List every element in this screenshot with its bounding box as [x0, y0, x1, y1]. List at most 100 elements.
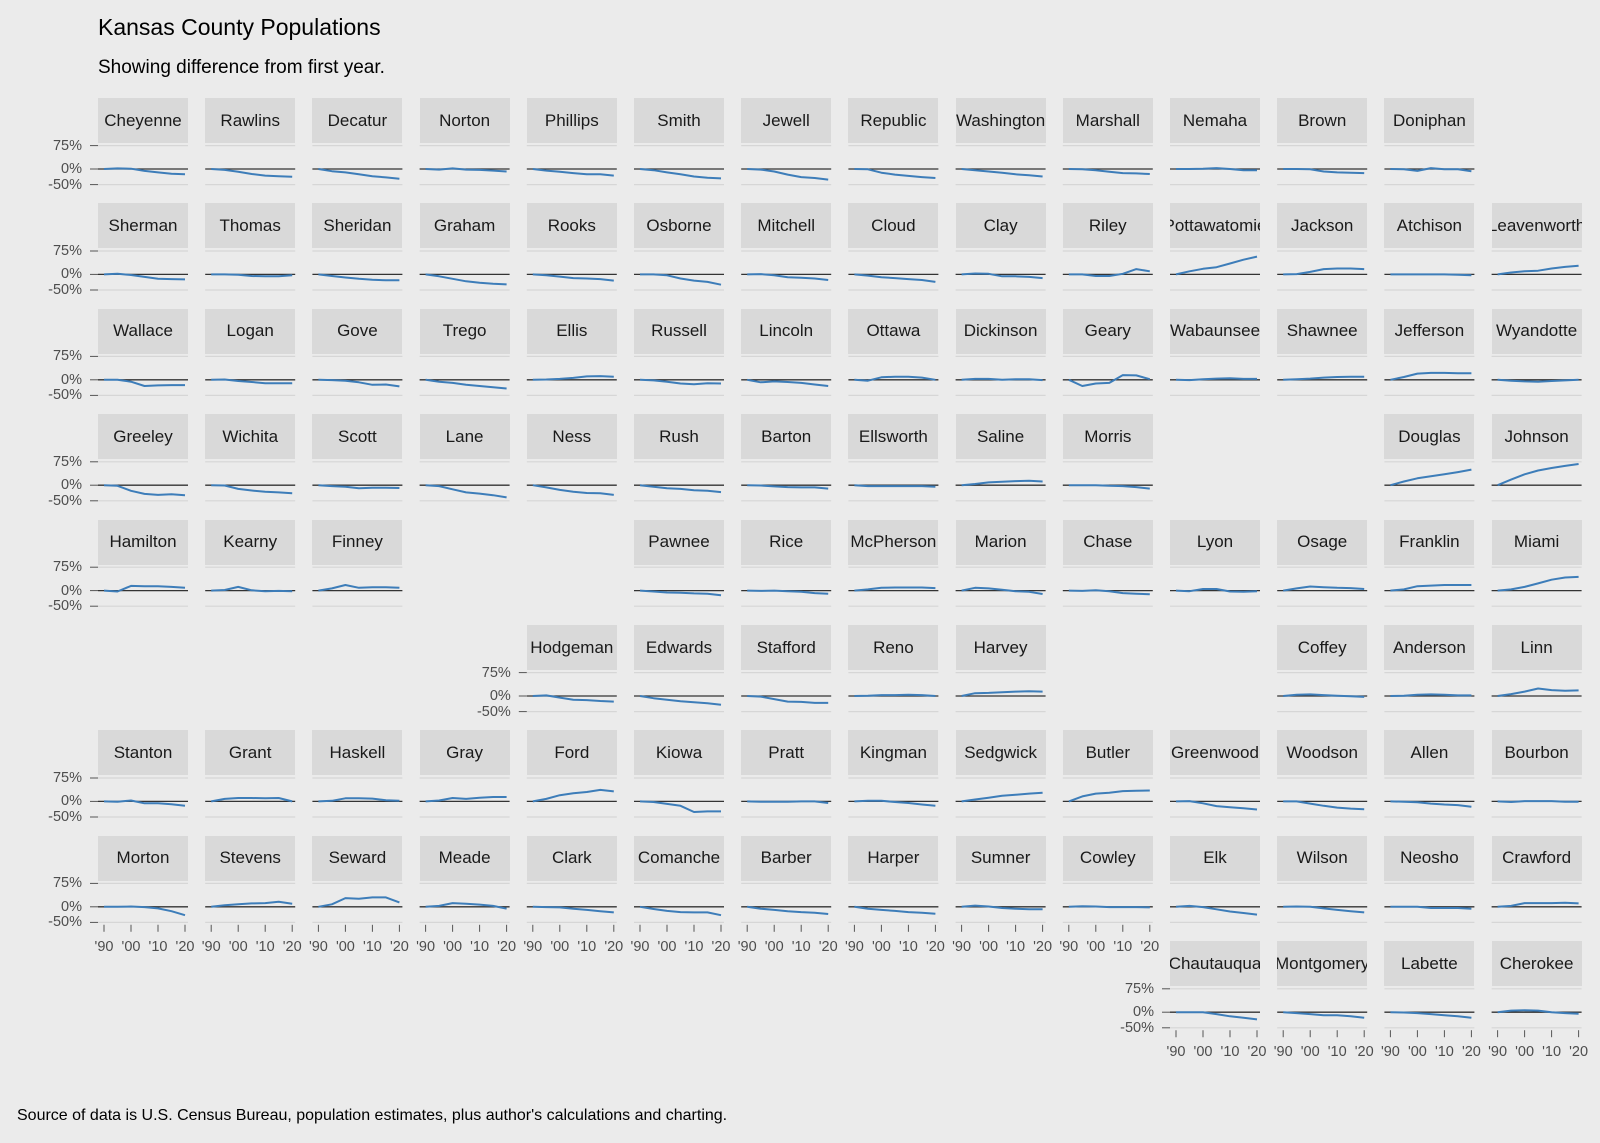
facet-strip-label: Comanche	[634, 835, 724, 881]
series-line-mitchell	[747, 273, 829, 281]
x-tick-label: '20	[925, 938, 945, 955]
y-tick-label: 0%	[489, 688, 511, 704]
county-name: Graham	[433, 215, 496, 235]
series-line-atchison	[1390, 273, 1472, 277]
series-line-shawnee	[1283, 375, 1365, 381]
facet-strip-label: Morton	[98, 835, 188, 881]
county-name: Comanche	[637, 848, 721, 868]
county-name: Wallace	[113, 321, 173, 341]
series-line-johnson	[1497, 463, 1579, 487]
county-name: Clay	[983, 215, 1018, 235]
x-tick-label: '20	[1569, 1044, 1589, 1061]
y-tick-label: 0%	[61, 161, 82, 177]
county-name: Linn	[1520, 637, 1553, 657]
series-line-ness	[532, 484, 614, 496]
county-name: Labette	[1401, 953, 1458, 973]
x-tick-label: '20	[1354, 1044, 1374, 1061]
county-name: Barton	[761, 426, 812, 446]
county-name: Brown	[1298, 110, 1347, 130]
x-tick-label: '00	[1300, 1044, 1320, 1061]
facet-strip-label: Harper	[848, 835, 939, 881]
y-tick-label: 75%	[52, 137, 82, 154]
y-tick-label: 0%	[1133, 1004, 1154, 1021]
county-name: Marion	[974, 532, 1027, 552]
series-line-lyon	[1175, 588, 1258, 593]
county-name: Leavenworth	[1491, 215, 1582, 235]
x-tick-label: '00	[764, 938, 784, 955]
x-tick-label: '00	[121, 938, 141, 955]
facet-strip-label: Stafford	[741, 625, 832, 670]
county-name: Republic	[860, 110, 927, 130]
facet-strip-label: Smith	[634, 98, 724, 143]
x-tick-label: '00	[228, 938, 248, 955]
series-line-phillips	[532, 168, 614, 177]
county-name: Russell	[651, 321, 707, 341]
facet-strip-label: Allen	[1384, 730, 1475, 776]
county-name: Ford	[554, 742, 590, 762]
series-line-neosho	[1390, 905, 1472, 910]
facet-strip-label: Leavenworth	[1491, 203, 1582, 249]
facet-strip-label: Logan	[205, 308, 296, 354]
county-name: Stafford	[756, 637, 816, 657]
facet-strip-label: Miami	[1491, 519, 1582, 565]
x-tick-label: '90	[1380, 1044, 1400, 1061]
series-line-nemaha	[1176, 167, 1257, 172]
county-name: Ottawa	[866, 321, 921, 341]
x-tick-label: '10	[1434, 1044, 1454, 1061]
facet-strip-label: Pratt	[741, 730, 832, 776]
county-name: Cherokee	[1499, 953, 1574, 973]
x-tick-label: '10	[362, 938, 382, 955]
x-tick-label: '20	[1247, 1044, 1267, 1061]
county-name: Finney	[331, 532, 383, 552]
y-tick-label: -50%	[48, 492, 82, 509]
facet-strip-label: Ellis	[526, 308, 617, 354]
facet-strip-label: Wallace	[98, 308, 188, 354]
x-tick-label: '20	[818, 938, 838, 955]
facet-strip-label: Haskell	[312, 730, 403, 776]
x-tick-label: '00	[1086, 938, 1106, 955]
county-name: Elk	[1203, 848, 1227, 868]
series-line-dickinson	[961, 377, 1043, 382]
county-name: Ness	[552, 426, 592, 446]
series-line-rice	[747, 589, 829, 595]
facet-strip-label: Hodgeman	[526, 625, 617, 670]
series-line-allen	[1390, 800, 1472, 808]
series-line-coffey	[1283, 693, 1365, 698]
series-line-hamilton	[103, 584, 186, 593]
county-name: Stanton	[113, 742, 173, 762]
chart-subtitle: Showing difference from first year.	[98, 57, 385, 78]
series-line-cloud	[854, 273, 936, 283]
series-line-sheridan	[318, 273, 400, 282]
county-name: Chase	[1083, 532, 1133, 552]
county-name: Gray	[446, 742, 484, 762]
facet-strip-label: Ford	[526, 730, 617, 776]
series-line-reno	[854, 693, 936, 697]
series-line-decatur	[318, 168, 400, 180]
series-line-sherman	[103, 272, 186, 281]
county-name: Wabaunsee	[1170, 321, 1260, 341]
facet-strip-label: Harvey	[955, 625, 1046, 670]
x-tick-label: '00	[550, 938, 570, 955]
county-name: Decatur	[327, 110, 388, 130]
county-name: Wyandotte	[1496, 321, 1578, 341]
facet-strip-label: Geary	[1062, 308, 1153, 354]
x-tick-label: '20	[1461, 1044, 1481, 1061]
series-line-stafford	[747, 695, 829, 704]
series-line-meade	[425, 902, 507, 910]
series-line-chautauqua	[1176, 1011, 1258, 1021]
county-name: Chautauqua	[1170, 953, 1260, 973]
facet-strip-label: Labette	[1384, 941, 1475, 987]
county-name: Crawford	[1502, 848, 1572, 868]
series-line-wyandotte	[1497, 378, 1579, 383]
county-name: Jackson	[1291, 215, 1354, 235]
x-tick-label: '90	[630, 938, 650, 955]
x-tick-label: '90	[844, 938, 864, 955]
series-line-geary	[1068, 374, 1151, 387]
series-line-mcpherson	[854, 586, 936, 592]
county-name: Douglas	[1398, 426, 1461, 446]
county-name: Johnson	[1504, 426, 1569, 446]
y-tick-label: -50%	[48, 809, 82, 825]
x-tick-label: '90	[94, 938, 114, 955]
county-name: Cloud	[871, 215, 916, 235]
county-name: Sheridan	[323, 215, 392, 235]
